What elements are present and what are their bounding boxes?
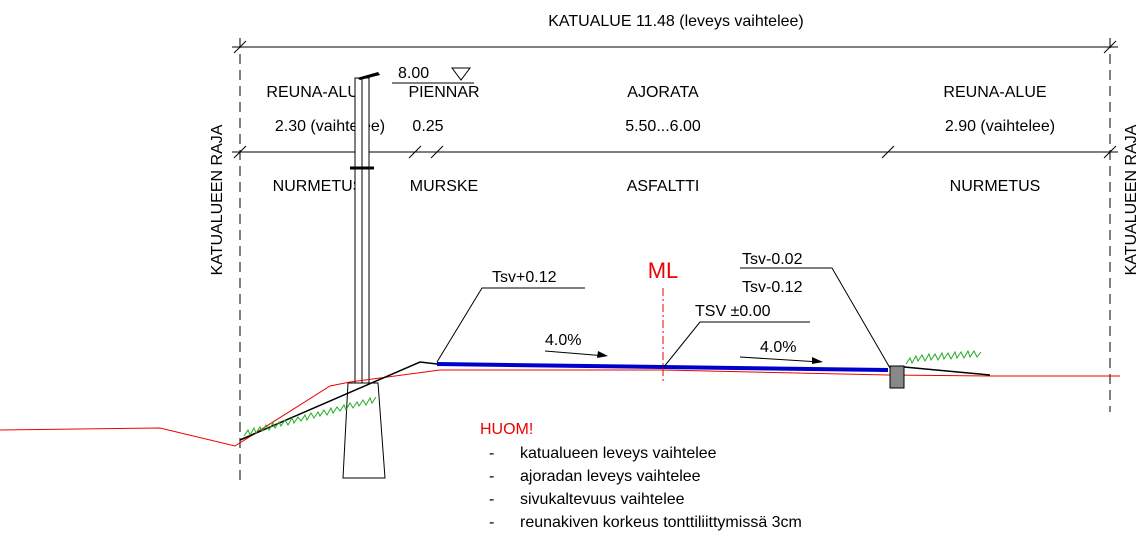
level-label: Tsv+0.12 bbox=[492, 269, 557, 286]
note-item: katualueen leveys vaihtelee bbox=[520, 445, 717, 462]
bullet: - bbox=[489, 491, 494, 508]
grass bbox=[905, 349, 982, 365]
slope bbox=[239, 361, 438, 441]
lamp-arm bbox=[357, 72, 380, 80]
slope-arrow bbox=[544, 350, 607, 357]
existing-ground bbox=[0, 369, 1120, 447]
slope-label: 4.0% bbox=[545, 332, 581, 349]
note-item: reunakiven korkeus tonttiliittymissä 3cm bbox=[520, 514, 802, 531]
zone-surface: NURMETUS bbox=[273, 178, 364, 195]
zone-surface: MURSKE bbox=[410, 178, 478, 195]
verge bbox=[903, 366, 991, 376]
boundary-label: KATUALUEEN RAJA bbox=[209, 124, 226, 275]
zone-name: PIENNAR bbox=[408, 84, 479, 101]
tick bbox=[430, 145, 444, 159]
tick bbox=[408, 145, 422, 159]
slope-arrow bbox=[739, 356, 821, 363]
zone-name: AJORATA bbox=[627, 84, 699, 101]
leader bbox=[436, 287, 585, 363]
zone-width: 2.90 (vaihtelee) bbox=[945, 118, 1055, 135]
centerline-label: ML bbox=[648, 258, 679, 283]
zone-surface: NURMETUS bbox=[950, 178, 1041, 195]
bullet: - bbox=[489, 514, 494, 531]
title: KATUALUE 11.48 (leveys vaihtelee) bbox=[548, 13, 804, 30]
leader bbox=[662, 321, 810, 369]
level-label: TSV ±0.00 bbox=[695, 303, 771, 320]
slope-label: 4.0% bbox=[760, 339, 796, 356]
note-title: HUOM! bbox=[480, 421, 533, 438]
bullet: - bbox=[489, 445, 494, 462]
note-item: sivukaltevuus vaihtelee bbox=[520, 491, 685, 508]
elevation-symbol bbox=[451, 67, 471, 81]
leader bbox=[740, 267, 891, 369]
grass bbox=[243, 396, 377, 437]
arrowhead bbox=[597, 351, 608, 358]
tick bbox=[881, 145, 895, 159]
boundary-label: KATUALUEEN RAJA bbox=[1123, 124, 1138, 275]
zone-name: REUNA-ALUE bbox=[266, 84, 369, 101]
zone-width: 0.25 bbox=[412, 118, 443, 135]
bullet: - bbox=[489, 468, 494, 485]
zone-surface: ASFALTTI bbox=[627, 178, 700, 195]
foundation bbox=[342, 382, 386, 479]
level-label: Tsv-0.12 bbox=[742, 279, 803, 296]
note-item: ajoradan leveys vaihtelee bbox=[520, 468, 701, 485]
zone-width: 5.50...6.00 bbox=[625, 118, 701, 135]
road-surface bbox=[436, 362, 889, 372]
zone-name: REUNA-ALUE bbox=[943, 84, 1046, 101]
elevation: 8.00 bbox=[398, 65, 429, 82]
level-label: Tsv-0.02 bbox=[742, 251, 803, 268]
curb bbox=[889, 365, 905, 389]
arrowhead bbox=[812, 357, 823, 364]
